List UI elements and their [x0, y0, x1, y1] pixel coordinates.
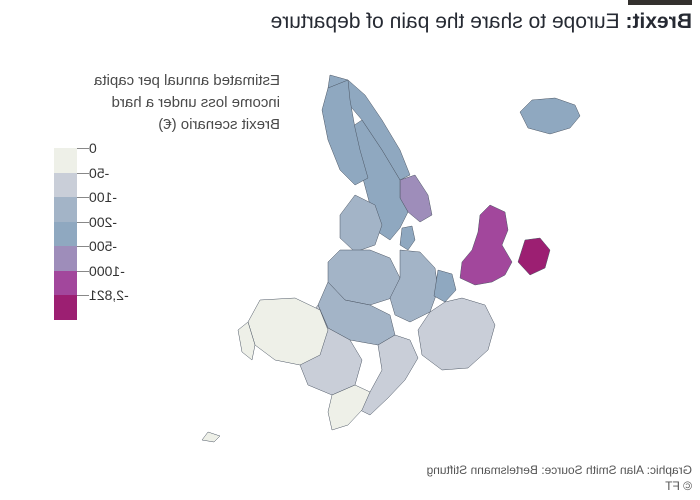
copyright-line: © FT [665, 479, 692, 493]
region-greece [327, 384, 371, 431]
region-uk [459, 204, 513, 286]
region-cyprus [201, 431, 221, 443]
region-finland [321, 79, 369, 186]
region-germany [389, 249, 439, 323]
region-ireland [517, 237, 551, 276]
credit-line: Graphic: Alan Smith Source: Bertelsmann … [426, 463, 692, 477]
credits: Graphic: Alan Smith Source: Bertelsmann … [427, 462, 692, 494]
region-portugal [237, 321, 256, 361]
region-benelux [433, 269, 457, 303]
region-poland [327, 249, 401, 306]
region-spain [247, 297, 329, 366]
region-iceland [519, 97, 581, 135]
region-baltics [339, 194, 383, 253]
region-denmark [399, 225, 416, 251]
region-france [417, 297, 496, 371]
region-italy [359, 334, 419, 416]
